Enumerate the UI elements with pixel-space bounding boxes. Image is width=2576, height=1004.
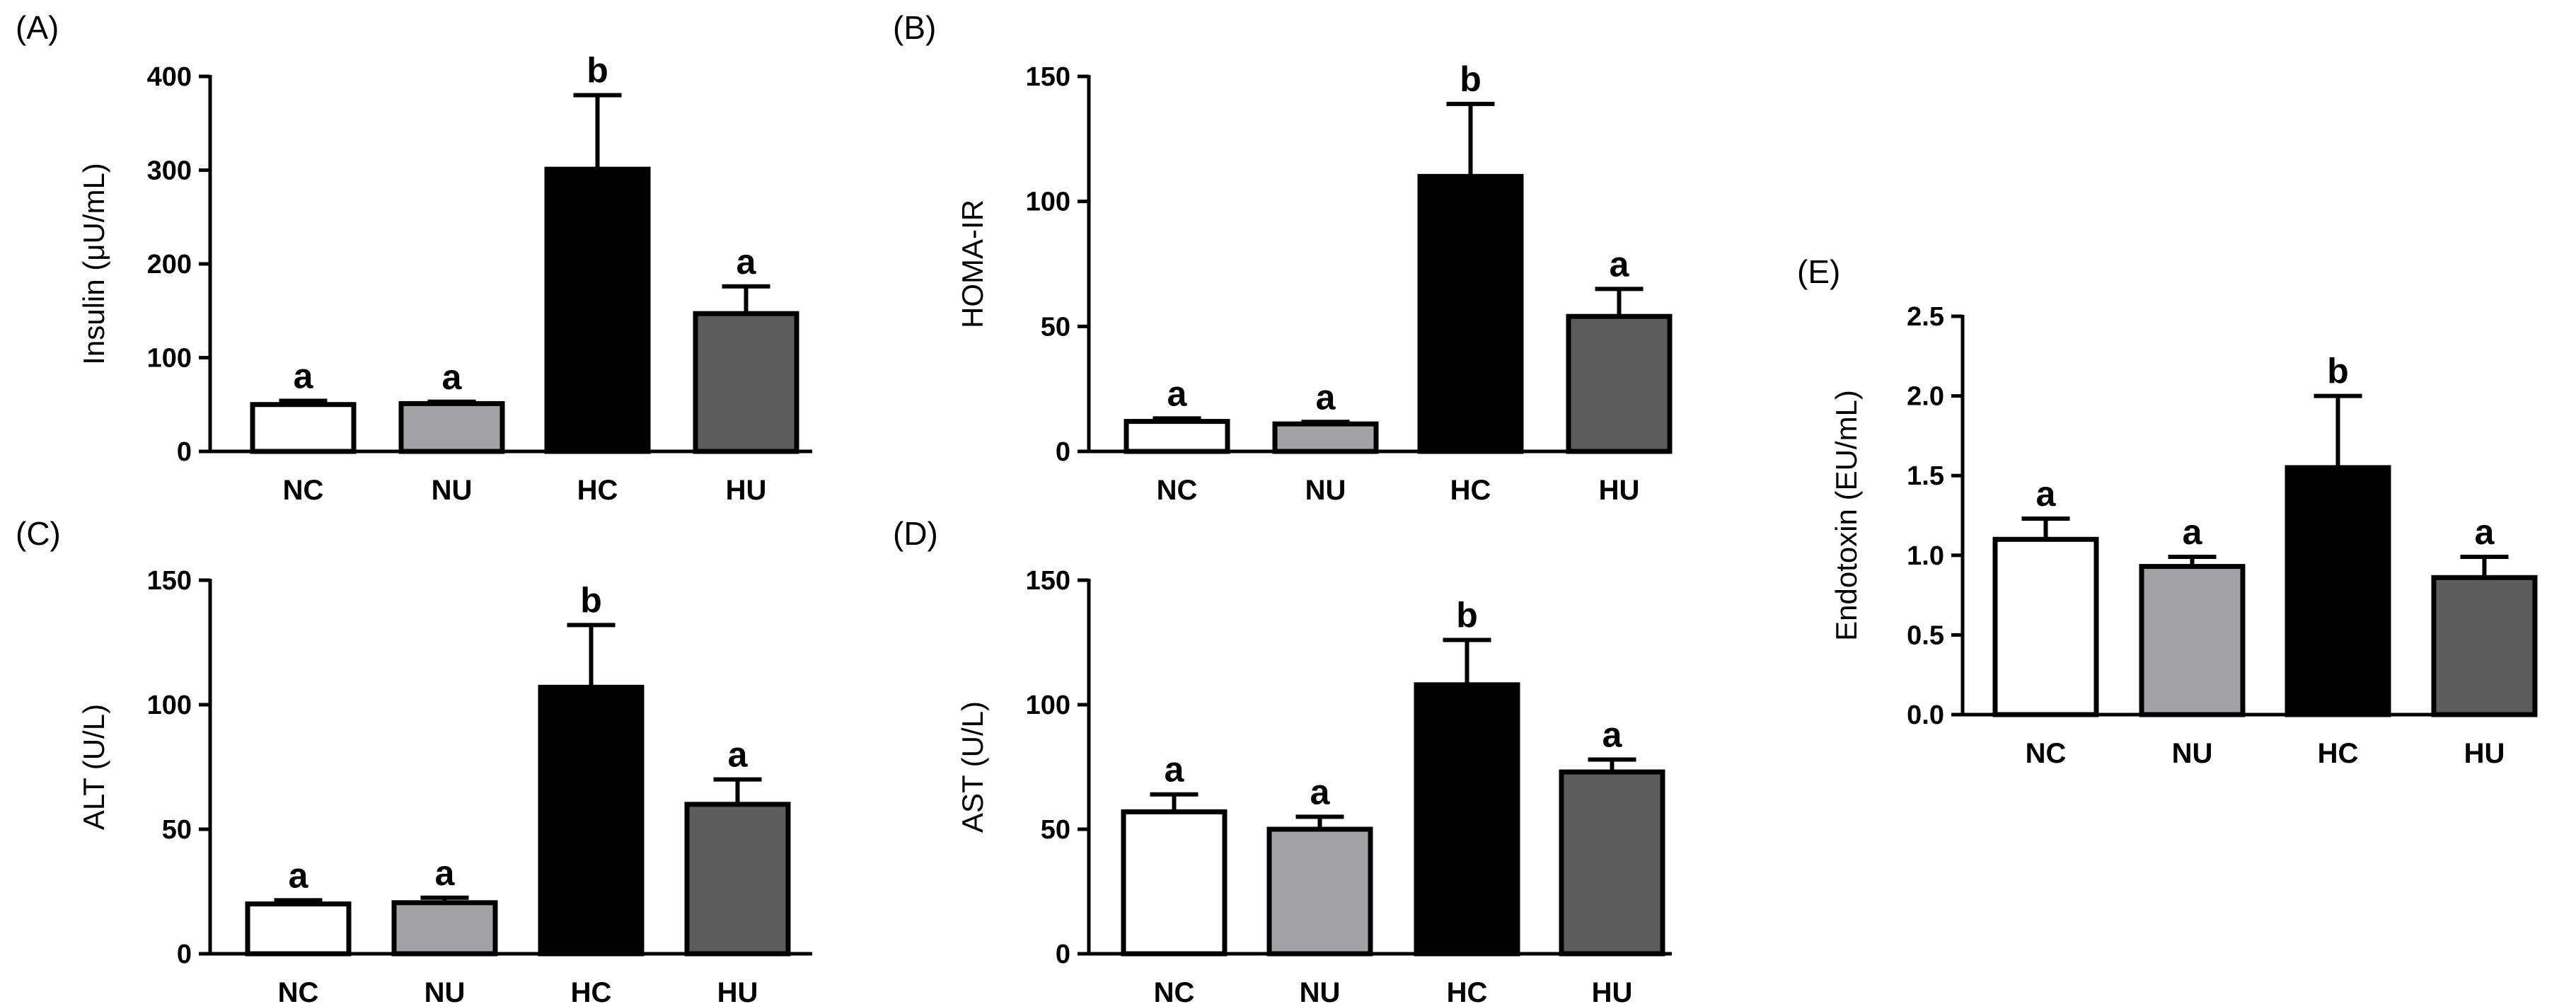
x-tick-label: HU	[1592, 977, 1633, 1004]
panel-label: (C)	[16, 515, 61, 552]
y-axis-title: ALT (U/L)	[77, 704, 110, 830]
y-tick-label: 0	[1056, 940, 1070, 969]
bar-hc	[1417, 173, 1524, 454]
y-tick-label: 50	[162, 815, 192, 845]
significance-letter: a	[2183, 512, 2203, 552]
x-tick-label: HC	[577, 475, 618, 506]
significance-letter: a	[1310, 772, 1331, 812]
bar-hu	[684, 802, 791, 957]
panel-label: (A)	[16, 9, 59, 46]
y-tick-label: 300	[147, 156, 192, 186]
y-tick-label: 150	[1026, 566, 1070, 596]
y-tick-label: 0.0	[1907, 700, 1944, 730]
significance-letter: a	[1167, 374, 1188, 413]
y-axis-title: HOMA-IR	[956, 200, 989, 328]
significance-letter: a	[1610, 244, 1630, 284]
bar-nc	[250, 402, 357, 454]
x-tick-label: HU	[1599, 475, 1640, 506]
x-tick-label: NU	[1305, 475, 1346, 506]
x-tick-label: HC	[571, 977, 612, 1004]
y-tick-label: 0	[177, 940, 192, 969]
bar-nu	[2139, 564, 2246, 717]
chart-panel-5: (E) 0.0 0.5 1.0 1.5 2.0 2.5 Endotoxin (EU/mL) a N…	[1797, 253, 2538, 769]
x-tick-label: HC	[1447, 977, 1488, 1004]
bar-nu	[1272, 421, 1379, 454]
x-tick-label: NC	[283, 475, 324, 506]
bar-nu	[391, 900, 498, 957]
bar-hu	[1559, 769, 1665, 957]
significance-letter: a	[1165, 750, 1185, 790]
chart-panel-1: (A) 0 100 200 300 400 Insulin (μU/mL) a NC a NU b HC…	[16, 9, 812, 506]
y-tick-label: 50	[1041, 312, 1070, 342]
bar-hc	[538, 684, 645, 957]
y-tick-label: 0	[177, 437, 192, 467]
bar-nc	[1124, 419, 1230, 454]
y-tick-label: 100	[1026, 187, 1070, 217]
chart-panel-2: (B) 0 50 100 150 HOMA-IR a NC a NU b HC a HU	[893, 9, 1673, 506]
bar-hc	[1414, 682, 1520, 957]
significance-letter: a	[435, 853, 456, 893]
y-tick-label: 200	[147, 250, 192, 279]
y-axis-title: Insulin (μU/mL)	[77, 163, 110, 365]
x-tick-label: NC	[1154, 977, 1195, 1004]
significance-letter: a	[2475, 512, 2495, 552]
y-tick-label: 100	[147, 691, 192, 720]
significance-letter: a	[2036, 474, 2057, 514]
chart-panel-4: (D) 0 50 100 150 AST (U/L) a NC a NU b HC a HU	[893, 515, 1672, 1004]
x-tick-label: NC	[1157, 475, 1198, 506]
significance-letter: a	[1316, 377, 1336, 417]
x-tick-label: NU	[1300, 977, 1341, 1004]
x-tick-label: NC	[2026, 738, 2067, 769]
y-tick-label: 100	[147, 344, 192, 374]
y-tick-label: 1.5	[1907, 461, 1944, 491]
significance-letter: a	[1602, 715, 1623, 754]
x-tick-label: NU	[432, 475, 473, 506]
x-tick-label: HC	[2318, 738, 2359, 769]
significance-letter: b	[1460, 59, 1482, 99]
y-tick-label: 0	[1056, 437, 1070, 467]
bar-hc	[2285, 465, 2391, 717]
y-axis-title: Endotoxin (EU/mL)	[1830, 390, 1863, 641]
bar-nu	[1266, 826, 1373, 957]
x-tick-label: HC	[1450, 475, 1491, 506]
bar-hu	[1566, 313, 1673, 454]
y-tick-label: 150	[147, 566, 192, 596]
bar-hu	[2431, 575, 2538, 717]
y-tick-label: 400	[147, 62, 192, 92]
significance-letter: a	[294, 356, 314, 396]
panel-label: (B)	[893, 9, 936, 46]
significance-letter: b	[2327, 352, 2349, 391]
x-tick-label: NC	[278, 977, 319, 1004]
bar-nc	[1992, 536, 2099, 717]
significance-letter: a	[728, 735, 749, 775]
significance-letter: a	[442, 357, 463, 397]
x-tick-label: HU	[717, 977, 758, 1004]
bar-nc	[1121, 809, 1228, 957]
bar-nc	[245, 901, 352, 957]
y-tick-label: 2.0	[1907, 382, 1944, 412]
significance-letter: a	[289, 855, 309, 895]
significance-letter: a	[737, 242, 757, 282]
bar-hu	[693, 311, 799, 454]
y-axis-title: AST (U/L)	[956, 701, 989, 833]
significance-letter: b	[1456, 595, 1478, 635]
chart-panel-3: (C) 0 50 100 150 ALT (U/L) a NC a NU b HC a HU	[16, 515, 812, 1004]
bar-hc	[544, 166, 651, 454]
bar-nu	[398, 400, 505, 454]
x-tick-label: HU	[726, 475, 767, 506]
y-tick-label: 0.5	[1907, 621, 1944, 650]
y-tick-label: 100	[1026, 691, 1070, 720]
significance-letter: b	[587, 51, 608, 91]
x-tick-label: NU	[2172, 738, 2213, 769]
x-tick-label: NU	[424, 977, 466, 1004]
panel-label: (E)	[1797, 253, 1840, 290]
panel-label: (D)	[893, 515, 938, 552]
y-tick-label: 1.0	[1907, 541, 1944, 571]
y-tick-label: 50	[1041, 815, 1070, 845]
y-tick-label: 150	[1026, 62, 1070, 92]
x-tick-label: HU	[2464, 738, 2505, 769]
significance-letter: b	[580, 580, 602, 620]
y-tick-label: 2.5	[1907, 302, 1944, 332]
